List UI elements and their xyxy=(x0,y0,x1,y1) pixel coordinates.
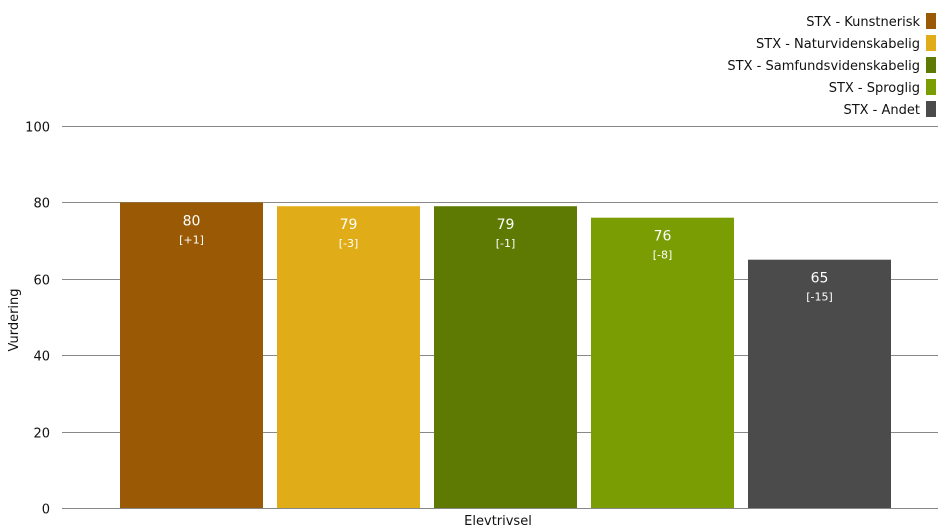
bar-value-label: 80 xyxy=(183,213,201,229)
y-tick-label: 60 xyxy=(33,274,50,289)
bar xyxy=(277,206,420,508)
legend: STX - Kunstnerisk STX - Naturvidenskabeli… xyxy=(727,13,936,118)
x-axis-title: Elevtrivsel xyxy=(464,514,532,529)
bar xyxy=(434,206,577,508)
legend-entry: STX - Samfundsvidenskabelig xyxy=(727,59,920,74)
legend-swatch xyxy=(926,35,936,51)
legend-entry: STX - Naturvidenskabelig xyxy=(756,37,920,52)
legend-entry: STX - Andet xyxy=(843,103,920,118)
legend-swatch xyxy=(926,13,936,29)
bar-value-label: 65 xyxy=(811,271,829,287)
bar xyxy=(748,259,891,508)
bar-delta-label: [-15] xyxy=(806,291,833,304)
bars xyxy=(120,202,891,508)
bar-value-label: 79 xyxy=(497,217,515,233)
bar-labels: 80 [+1] 79 [-3] 79 [-1] 76 [-8] 65 [-15] xyxy=(179,213,833,303)
bar xyxy=(120,202,263,508)
bar-value-label: 76 xyxy=(654,229,672,245)
bar-delta-label: [-3] xyxy=(339,237,359,250)
legend-swatch xyxy=(926,57,936,73)
y-tick-label: 80 xyxy=(33,197,50,212)
legend-entry: STX - Kunstnerisk xyxy=(806,15,920,30)
legend-entry: STX - Sproglig xyxy=(829,81,920,96)
y-tick-label: 20 xyxy=(33,427,50,442)
y-tick-label: 100 xyxy=(25,121,50,136)
y-tick-label: 40 xyxy=(33,350,50,365)
y-axis-title: Vurdering xyxy=(7,288,22,351)
bar-delta-label: [-8] xyxy=(653,249,673,262)
bar-delta-label: [-1] xyxy=(496,237,516,250)
legend-swatch xyxy=(926,101,936,117)
bar xyxy=(591,217,734,508)
legend-swatch xyxy=(926,79,936,95)
bar-value-label: 79 xyxy=(340,217,358,233)
y-tick-label: 0 xyxy=(42,503,50,518)
bar-delta-label: [+1] xyxy=(179,233,204,246)
